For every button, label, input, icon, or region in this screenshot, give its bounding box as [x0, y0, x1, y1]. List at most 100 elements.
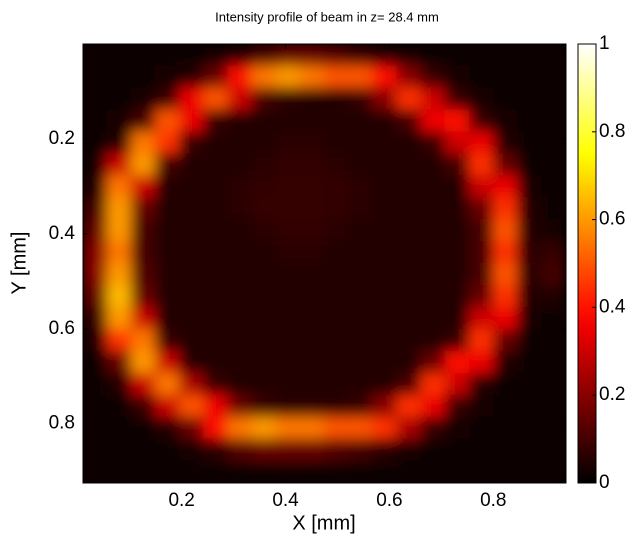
heatmap-cell — [130, 241, 156, 264]
heatmap-cell — [83, 263, 108, 286]
heatmap-cells — [83, 44, 566, 483]
heatmap-cell — [203, 153, 229, 177]
heatmap-cell — [154, 284, 181, 308]
heatmap-cell — [493, 131, 519, 155]
heatmap-cell — [444, 109, 470, 133]
heatmap-cell — [444, 438, 470, 462]
heatmap-cell — [396, 416, 422, 440]
y-tick-label: 0.6 — [49, 318, 75, 339]
heatmap-cell — [227, 109, 253, 133]
heatmap-cell — [251, 197, 277, 221]
heatmap-cell — [227, 284, 253, 308]
colorbar-tick-label: 0.2 — [599, 384, 625, 405]
heatmap-cell — [227, 263, 253, 286]
heatmap-cell — [372, 175, 398, 199]
heatmap-cell — [372, 350, 398, 374]
heatmap-cell — [468, 44, 495, 67]
heatmap-cell — [420, 416, 446, 440]
heatmap-cell — [420, 328, 446, 352]
heatmap-cell — [396, 44, 422, 67]
heatmap-cell — [517, 394, 543, 418]
heatmap-cell — [444, 175, 470, 199]
heatmap-cell — [275, 306, 301, 330]
heatmap-cell — [348, 219, 374, 243]
heatmap-cell — [299, 44, 325, 67]
heatmap-cell — [517, 44, 543, 67]
heatmap-cell — [275, 394, 301, 418]
heatmap-cell — [468, 131, 495, 155]
heatmap-cell — [348, 438, 374, 462]
heatmap-cell — [396, 372, 422, 396]
heatmap-cell — [299, 65, 325, 89]
heatmap-cell — [275, 328, 301, 352]
heatmap-cell — [372, 284, 398, 308]
heatmap-cell — [493, 263, 519, 286]
heatmap-cell — [468, 394, 495, 418]
heatmap-cell — [372, 65, 398, 89]
heatmap-cell — [372, 44, 398, 67]
heatmap-cell — [83, 438, 108, 462]
heatmap-cell — [130, 44, 156, 67]
heatmap-cell — [348, 109, 374, 133]
heatmap-cell — [203, 306, 229, 330]
heatmap-cell — [493, 438, 519, 462]
heatmap-cell — [348, 306, 374, 330]
heatmap-cell — [203, 44, 229, 67]
chart-title: Intensity profile of beam in z= 28.4 mm — [215, 9, 439, 24]
heatmap-cell — [517, 219, 543, 243]
heatmap-cell — [275, 131, 301, 155]
heatmap-cell — [203, 109, 229, 133]
heatmap-cell — [372, 197, 398, 221]
heatmap-cell — [324, 109, 350, 133]
colorbar-tick-label: 1 — [599, 33, 610, 54]
heatmap-cell — [541, 87, 566, 111]
heatmap-cell — [444, 460, 470, 483]
heatmap-cell — [493, 241, 519, 264]
heatmap-cell — [468, 197, 495, 221]
heatmap-cell — [275, 65, 301, 89]
heatmap-cell — [106, 87, 132, 111]
heatmap-cell — [251, 438, 277, 462]
heatmap-cell — [444, 219, 470, 243]
heatmap-cell — [299, 219, 325, 243]
heatmap-cell — [396, 306, 422, 330]
heatmap-cell — [130, 65, 156, 89]
heatmap-cell — [130, 284, 156, 308]
heatmap-cell — [130, 197, 156, 221]
heatmap-cell — [130, 263, 156, 286]
heatmap-cell — [324, 44, 350, 67]
heatmap-cell — [493, 394, 519, 418]
heatmap-cell — [275, 438, 301, 462]
heatmap-cell — [324, 438, 350, 462]
heatmap-cell — [106, 241, 132, 264]
heatmap-cell — [324, 328, 350, 352]
heatmap-cell — [299, 241, 325, 264]
heatmap-cell — [299, 460, 325, 483]
heatmap-cell — [324, 416, 350, 440]
heatmap-cell — [203, 219, 229, 243]
heatmap-cell — [106, 175, 132, 199]
heatmap-cell — [130, 350, 156, 374]
heatmap-cell — [130, 131, 156, 155]
heatmap-cell — [203, 263, 229, 286]
heatmap-cell — [299, 284, 325, 308]
heatmap-cell — [348, 153, 374, 177]
heatmap-cell — [251, 44, 277, 67]
heatmap-cell — [541, 65, 566, 89]
heatmap-cell — [324, 241, 350, 264]
heatmap-cell — [106, 460, 132, 483]
heatmap-cell — [517, 263, 543, 286]
heatmap-cell — [83, 219, 108, 243]
heatmap-cell — [468, 65, 495, 89]
heatmap-cell — [251, 219, 277, 243]
heatmap-cell — [468, 109, 495, 133]
heatmap-cell — [179, 460, 205, 483]
heatmap-cell — [299, 131, 325, 155]
heatmap-cell — [154, 241, 181, 264]
heatmap-cell — [130, 416, 156, 440]
heatmap-cell — [275, 197, 301, 221]
heatmap-cell — [372, 416, 398, 440]
heatmap-cell — [372, 219, 398, 243]
heatmap-cell — [106, 284, 132, 308]
